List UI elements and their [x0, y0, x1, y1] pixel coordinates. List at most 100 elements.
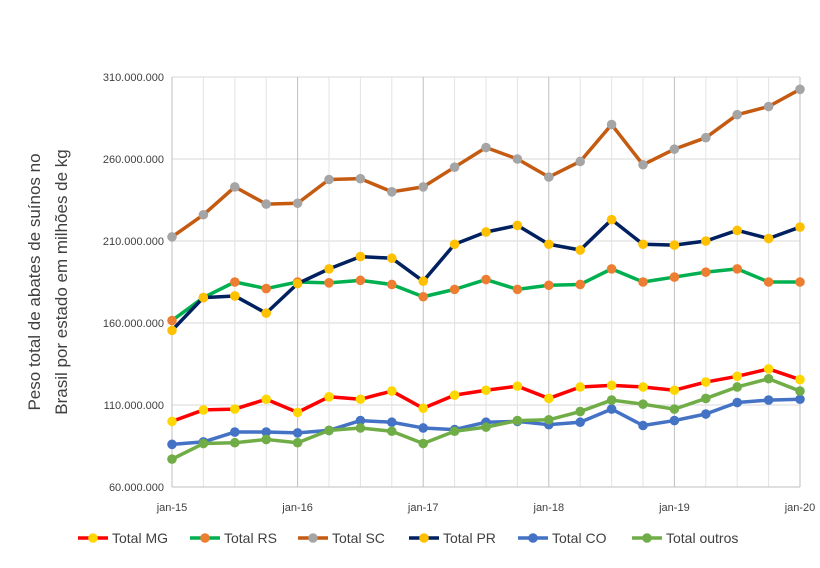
data-point — [732, 371, 743, 382]
legend-item: Total SC — [298, 530, 385, 546]
series-total-sc — [167, 84, 805, 242]
legend-item: Total outros — [632, 530, 738, 546]
data-point — [669, 144, 680, 154]
data-point — [606, 119, 617, 130]
data-point — [292, 278, 303, 289]
data-point — [387, 386, 397, 396]
data-point — [638, 159, 648, 170]
y-axis-title-line: Peso total de abates de suínos no — [25, 153, 44, 410]
data-point — [606, 264, 617, 274]
axes: 60.000.000 110.000.000 160.000.000 210.000.… — [103, 72, 815, 514]
data-point — [701, 236, 711, 246]
data-point — [198, 405, 209, 415]
data-point — [481, 422, 491, 432]
legend-swatch-marker — [642, 533, 652, 543]
data-point — [292, 198, 303, 209]
y-axis-label: Peso total de abates de suínos no Brasil … — [25, 149, 71, 415]
legend-item: Total PR — [409, 530, 496, 546]
data-point — [763, 395, 774, 405]
x-tick-label: jan-16 — [281, 502, 313, 514]
data-point — [701, 132, 711, 143]
data-point — [669, 385, 680, 396]
data-point — [261, 199, 272, 209]
data-point — [669, 272, 680, 282]
data-point — [292, 407, 303, 418]
data-point — [198, 438, 209, 449]
legend-swatch-marker — [200, 533, 210, 543]
data-point — [261, 434, 272, 445]
data-point — [575, 382, 586, 392]
data-point — [167, 454, 177, 464]
legend-swatch-marker — [419, 533, 429, 543]
data-point — [701, 409, 711, 419]
data-point — [575, 245, 586, 255]
data-point — [512, 415, 523, 426]
x-tick-label: jan-17 — [407, 502, 439, 514]
data-point — [512, 220, 523, 231]
data-point — [544, 172, 554, 182]
data-point — [230, 404, 240, 414]
data-point — [732, 382, 743, 392]
data-point — [575, 156, 586, 167]
data-point — [512, 154, 523, 164]
data-point — [701, 393, 711, 404]
y-axis-title-line: Brasil por estado em milhões de kg — [52, 149, 71, 415]
data-point — [795, 386, 805, 396]
data-point — [544, 393, 554, 404]
data-point — [795, 277, 805, 287]
data-point — [481, 142, 491, 153]
data-point — [324, 278, 334, 288]
data-point — [418, 403, 429, 414]
data-point — [763, 373, 774, 384]
data-point — [355, 423, 366, 433]
data-point — [795, 394, 805, 405]
y-axis-title: Peso total de abates de suínos no Brasil … — [25, 149, 71, 415]
data-point — [732, 109, 743, 120]
data-point — [606, 380, 617, 391]
data-point — [512, 381, 523, 391]
data-point — [167, 439, 177, 450]
legend-swatch-marker — [88, 533, 98, 543]
data-point — [198, 292, 209, 303]
data-point — [324, 425, 334, 436]
x-tick-label: jan-18 — [533, 502, 565, 514]
data-point — [638, 399, 648, 409]
legend-swatch-marker — [528, 533, 538, 543]
data-point — [418, 291, 429, 302]
y-tick-label: 260.000.000 — [103, 154, 164, 166]
data-point — [449, 284, 460, 295]
data-point — [449, 162, 460, 172]
legend-label: Total MG — [112, 530, 168, 546]
data-point — [387, 187, 397, 197]
data-point — [449, 239, 460, 250]
data-point — [544, 239, 554, 250]
data-point — [449, 426, 460, 437]
data-point — [230, 182, 240, 192]
data-point — [387, 426, 397, 437]
data-point — [167, 232, 177, 242]
data-point — [795, 84, 805, 95]
data-point — [167, 416, 177, 427]
data-point — [230, 427, 240, 437]
legend: Total MG Total RS Total SC Total PR Total CO… — [78, 530, 738, 546]
y-tick-label: 60.000.000 — [109, 482, 164, 494]
series-total-outros — [167, 373, 805, 464]
data-point — [261, 308, 272, 318]
data-point — [481, 274, 491, 285]
data-point — [638, 382, 648, 392]
data-point — [261, 283, 272, 294]
data-point — [355, 173, 366, 184]
data-point — [230, 291, 240, 301]
legend-item: Total MG — [78, 530, 168, 546]
legend-item: Total RS — [190, 530, 277, 546]
legend-label: Total RS — [224, 530, 277, 546]
data-point — [606, 404, 617, 414]
data-point — [606, 214, 617, 225]
data-point — [324, 174, 334, 185]
data-point — [387, 279, 397, 290]
data-point — [418, 276, 429, 286]
data-point — [449, 390, 460, 400]
data-point — [355, 394, 366, 405]
